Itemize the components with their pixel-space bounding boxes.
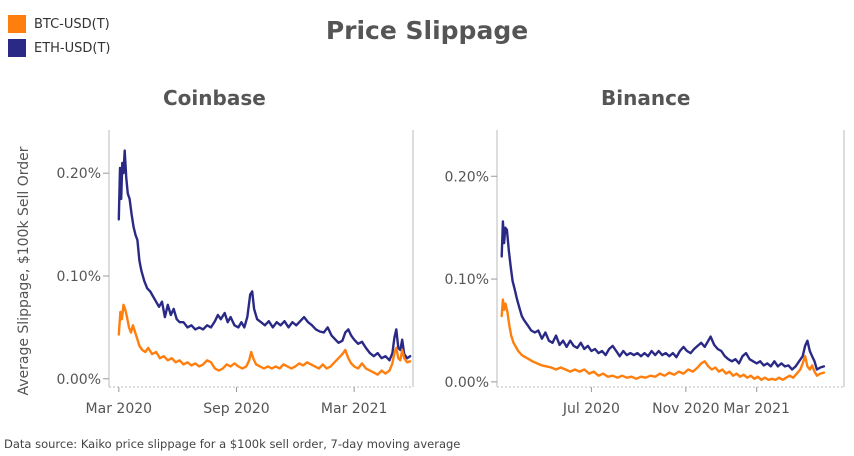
legend-item-eth[interactable]: ETH-USD(T)	[8, 36, 110, 60]
y-tick-label-binance-1: 0.10%	[445, 272, 489, 288]
legend-label-btc: BTC-USD(T)	[34, 16, 110, 32]
legend: BTC-USD(T) ETH-USD(T)	[8, 12, 110, 60]
y-tick-label-binance-2: 0.20%	[445, 169, 489, 185]
x-tick-label-coinbase-1: Sep 2020	[203, 401, 269, 417]
panel-title-binance: Binance	[601, 86, 691, 110]
x-tick-label-binance-2: Mar 2021	[723, 401, 790, 417]
x-tick-label-coinbase-2: Mar 2021	[321, 401, 388, 417]
panel-coinbase: 0.00% 0.10% 0.20% Mar 2020 Sep 2020 Mar 2021	[57, 130, 414, 417]
y-tick-label-binance-0: 0.00%	[445, 375, 489, 391]
series-line-coinbase-eth	[117, 149, 412, 362]
y-tick-label-coinbase-2: 0.20%	[57, 166, 101, 182]
legend-swatch-btc	[8, 15, 26, 33]
series-line-binance-btc	[500, 298, 826, 381]
legend-swatch-eth	[8, 39, 26, 57]
y-tick-label-coinbase-1: 0.10%	[57, 269, 101, 285]
legend-label-eth: ETH-USD(T)	[34, 40, 111, 56]
legend-item-btc[interactable]: BTC-USD(T)	[8, 12, 110, 36]
data-source-note: Data source: Kaiko price slippage for a …	[4, 437, 461, 451]
panel-binance: 0.00% 0.10% 0.20% Jul 2020 Nov 2020 Mar 2021	[445, 130, 845, 417]
x-tick-label-binance-1: Nov 2020	[652, 401, 719, 417]
y-tick-label-coinbase-0: 0.00%	[57, 372, 101, 388]
x-tick-label-coinbase-0: Mar 2020	[86, 401, 153, 417]
x-tick-label-binance-0: Jul 2020	[562, 401, 620, 417]
chart-title: Price Slippage	[325, 16, 529, 45]
series-line-coinbase-btc	[117, 303, 412, 376]
panel-title-coinbase: Coinbase	[163, 86, 266, 110]
series-line-binance-eth	[500, 220, 826, 371]
